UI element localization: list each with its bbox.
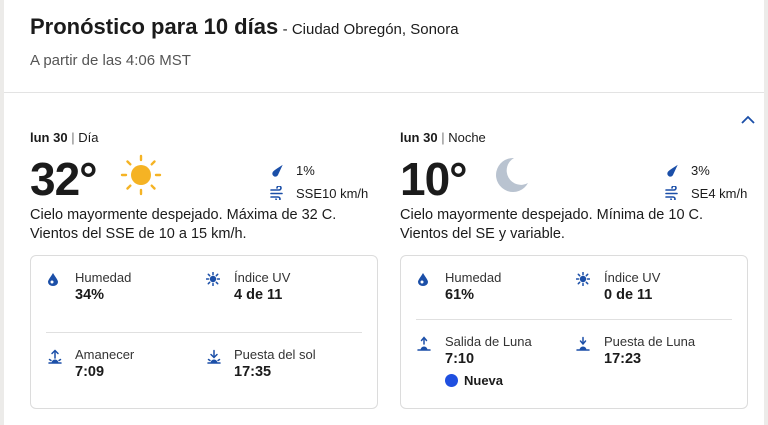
day-sunset-label: Puesta del sol (234, 347, 316, 362)
page-title: Pronóstico para 10 días (30, 14, 279, 39)
uv-icon (206, 272, 220, 286)
day-wind: SSE10 km/h (296, 185, 369, 201)
day-sunrise-value: 7:09 (75, 364, 105, 380)
day-sunset-value: 17:35 (234, 364, 272, 380)
night-uv-label: Índice UV (604, 270, 661, 285)
moon-phase-badge: Nueva (445, 373, 532, 388)
night-moonset-label: Puesta de Luna (604, 334, 696, 349)
moon-icon (496, 157, 528, 192)
moonrise-icon (417, 336, 431, 351)
night-moonrise-label: Salida de Luna (445, 334, 532, 349)
day-temperature: 32° (30, 153, 98, 205)
day-precip: 1% (296, 162, 315, 178)
header-divider (4, 92, 764, 93)
night-moonrise-value: 7:10 (445, 351, 475, 367)
night-moonset: Puesta de Luna 17:23 (576, 334, 696, 367)
day-precip-row: 1% (270, 160, 380, 180)
night-details-divider (416, 319, 732, 320)
night-moonrise: Salida de Luna 7:10 Nueva (417, 334, 532, 388)
day-humidity-label: Humedad (75, 270, 132, 285)
night-humidity-value: 61% (445, 287, 475, 303)
day-uv-label: Índice UV (234, 270, 291, 285)
updated-time: A partir de las 4:06 MST (30, 52, 191, 69)
night-precip-row: 3% (665, 160, 750, 180)
day-uv: Índice UV 4 de 11 (206, 270, 291, 303)
night-period: Noche (448, 130, 486, 145)
left-edge (0, 0, 4, 425)
day-metrics: 1% SSE10 km/h (270, 160, 380, 206)
humidity-drop-icon (418, 273, 428, 286)
humidity-drop-icon (48, 273, 58, 286)
day-period-label: lun 30 | Día (30, 130, 99, 145)
night-uv: Índice UV 0 de 11 (576, 270, 661, 303)
day-details: Humedad 34% Índice UV 4 de 11 Amanecer 7… (30, 255, 378, 409)
night-metrics: 3% SE4 km/h (665, 160, 750, 206)
raindrop-icon (667, 164, 678, 177)
day-wind-row: SSE10 km/h (270, 183, 380, 203)
night-description: Cielo mayormente despejado. Mínima de 10… (400, 207, 704, 242)
forecast-header: Pronóstico para 10 días - Ciudad Obregón… (30, 14, 459, 40)
right-edge (764, 0, 768, 425)
day-sunrise-label: Amanecer (75, 347, 135, 362)
night-temperature: 10° (400, 153, 468, 205)
day-sunrise: Amanecer 7:09 (48, 347, 135, 380)
day-uv-value: 4 de 11 (234, 287, 283, 303)
raindrop-icon (272, 164, 283, 177)
night-uv-value: 0 de 11 (604, 287, 653, 303)
uv-icon (576, 272, 590, 286)
night-wind-row: SE4 km/h (665, 183, 750, 203)
new-moon-icon (445, 374, 458, 387)
night-moonset-value: 17:23 (604, 351, 642, 367)
night-precip: 3% (691, 162, 710, 178)
day-date: lun 30 (30, 130, 68, 145)
moon-phase-label: Nueva (464, 373, 504, 388)
day-period: Día (78, 130, 99, 145)
day-humidity: Humedad 34% (48, 270, 132, 303)
day-details-divider (46, 332, 362, 333)
night-humidity-label: Humedad (445, 270, 502, 285)
moonset-icon (576, 336, 590, 351)
day-description: Cielo mayormente despejado. Máxima de 32… (30, 207, 337, 242)
day-panel: lun 30 | Día 32° 1% SSE10 km/h Cielo may… (30, 130, 380, 420)
sunrise-icon (48, 349, 62, 364)
night-panel: lun 30 | Noche 10° 3% SE4 km/h Cielo may… (400, 130, 750, 420)
night-wind: SE4 km/h (691, 185, 748, 201)
night-date: lun 30 (400, 130, 438, 145)
sun-icon (120, 154, 162, 196)
day-sunset: Puesta del sol 17:35 (207, 347, 316, 380)
wind-icon (665, 186, 678, 200)
night-details: Humedad 61% Índice UV 0 de 11 Salida de … (400, 255, 748, 409)
night-period-label: lun 30 | Noche (400, 130, 486, 145)
day-humidity-value: 34% (75, 287, 105, 303)
chevron-up-icon[interactable] (740, 114, 756, 126)
location-label: - Ciudad Obregón, Sonora (282, 21, 459, 38)
sunset-icon (207, 349, 221, 364)
night-humidity: Humedad 61% (418, 270, 502, 303)
wind-icon (270, 186, 283, 200)
